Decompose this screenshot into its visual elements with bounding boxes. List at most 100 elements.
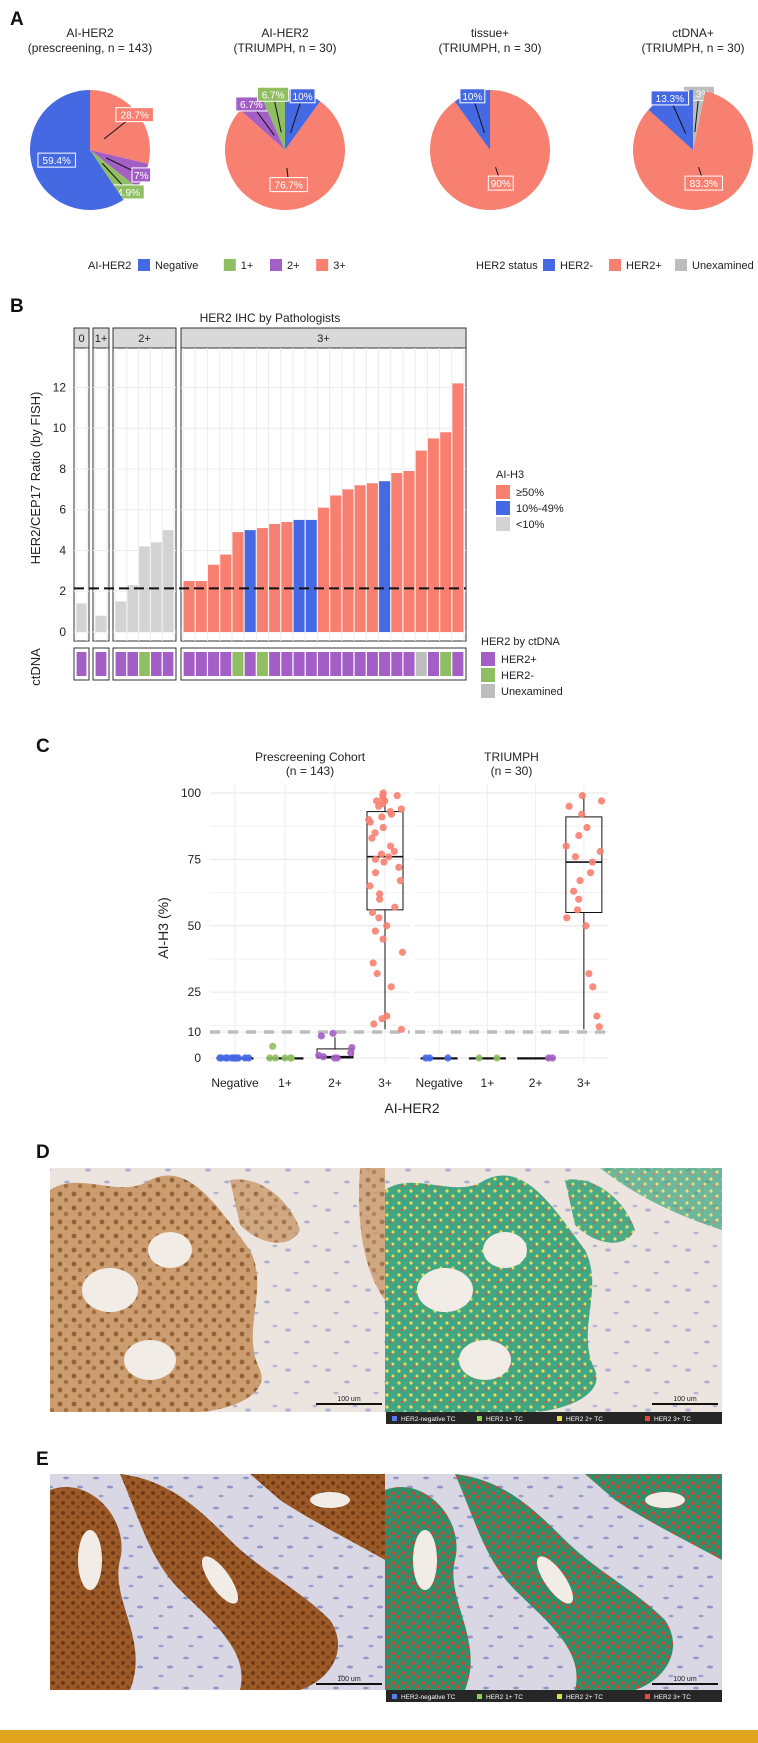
pie-subtitle: (TRIUMPH, n = 30) bbox=[233, 41, 336, 55]
pie-slice-label: 76.7% bbox=[275, 181, 303, 192]
data-point bbox=[595, 1023, 603, 1031]
scale-bar-label: 100 um bbox=[673, 1676, 697, 1683]
bar bbox=[354, 485, 366, 632]
x-tick-label: 2+ bbox=[529, 1076, 543, 1090]
data-point bbox=[395, 863, 403, 871]
y-tick-label: 100 bbox=[181, 786, 201, 800]
pie-slice-label: 59.4% bbox=[43, 156, 71, 167]
legend-swatch bbox=[392, 1416, 397, 1421]
data-point bbox=[398, 948, 407, 956]
bar bbox=[208, 564, 220, 632]
panel-b-fish-ratio-chart: HER2 IHC by Pathologists HER2/CEP17 Rati… bbox=[28, 311, 564, 698]
data-point bbox=[562, 842, 570, 850]
data-point bbox=[393, 792, 401, 800]
data-point bbox=[223, 1054, 231, 1062]
panel-a-pie-charts: AI-HER2(prescreening, n = 143)28.7%7%4.9… bbox=[28, 26, 754, 272]
ctdna-tile bbox=[76, 652, 87, 676]
facet-title: TRIUMPH bbox=[484, 750, 539, 764]
legend-title: HER2 status bbox=[476, 260, 538, 272]
pie-slice bbox=[260, 90, 285, 150]
x-tick-label: Negative bbox=[415, 1076, 463, 1090]
facet-title: Prescreening Cohort bbox=[255, 750, 366, 764]
legend-label: HER2- bbox=[501, 670, 534, 682]
legend-swatch bbox=[477, 1416, 482, 1421]
data-point bbox=[493, 1054, 501, 1062]
data-point bbox=[573, 906, 582, 914]
facet-strip-label: 0 bbox=[78, 333, 84, 345]
data-point bbox=[271, 1054, 280, 1062]
data-point bbox=[589, 983, 597, 991]
pie-slice bbox=[285, 90, 321, 150]
bar bbox=[269, 523, 281, 632]
data-point bbox=[317, 1032, 325, 1040]
data-point bbox=[348, 1044, 356, 1052]
ctdna-tile bbox=[232, 652, 244, 676]
x-tick-label: 3+ bbox=[378, 1076, 392, 1090]
pie-slice-label: 28.7% bbox=[121, 111, 149, 122]
bar bbox=[76, 603, 87, 632]
legend-label: HER2-negative TC bbox=[401, 1416, 456, 1423]
pie-slice-label: 83.3% bbox=[690, 179, 718, 190]
data-point bbox=[380, 858, 388, 866]
y-tick-label: 0 bbox=[59, 625, 66, 639]
legend-label: HER2-negative TC bbox=[401, 1694, 456, 1701]
legend-swatch bbox=[316, 259, 329, 271]
ctdna-tile bbox=[427, 652, 439, 676]
y-tick-label: 50 bbox=[188, 919, 202, 933]
data-point bbox=[373, 969, 381, 978]
data-point bbox=[588, 858, 597, 866]
pie-slice-label: 10% bbox=[462, 92, 482, 103]
legend-swatch bbox=[481, 652, 495, 666]
legend-label: HER2+ bbox=[501, 654, 537, 666]
x-axis-label: AI-HER2 bbox=[384, 1100, 439, 1116]
y-tick-label: 10 bbox=[188, 1025, 202, 1039]
ctdna-tile bbox=[317, 652, 330, 676]
x-tick-label: Negative bbox=[211, 1076, 259, 1090]
ctdna-tile bbox=[195, 652, 207, 676]
y-tick-label: 12 bbox=[53, 380, 67, 394]
bar bbox=[95, 615, 107, 632]
pie-chart: ctDNA+(TRIUMPH, n = 30) 3.3% 83.3% 13.3% bbox=[633, 26, 754, 210]
panel-label-b: B bbox=[10, 296, 24, 317]
ctdna-tile bbox=[354, 652, 366, 676]
pie-label-box bbox=[131, 167, 152, 183]
y-tick-label: 2 bbox=[59, 584, 66, 598]
legend-label: HER2 3+ TC bbox=[654, 1694, 691, 1701]
bar bbox=[403, 471, 415, 632]
pie-label-box bbox=[37, 152, 76, 168]
pie-label-box bbox=[289, 88, 316, 104]
data-point bbox=[475, 1054, 483, 1062]
pie-title: ctDNA+ bbox=[672, 26, 714, 40]
ctdna-tile bbox=[244, 652, 256, 676]
y-axis-label: AI-H3 (%) bbox=[155, 897, 171, 958]
bar bbox=[232, 532, 244, 632]
ihc-image-d-left bbox=[50, 1168, 385, 1412]
data-point bbox=[390, 847, 398, 856]
ctdna-tile bbox=[151, 652, 162, 676]
ctdna-tile bbox=[440, 652, 452, 676]
ctdna-tile bbox=[293, 652, 305, 676]
pie-subtitle: (TRIUMPH, n = 30) bbox=[438, 41, 541, 55]
panel-e-histology: 100 um 100 um HER2-negative TC HER2 1+ TC… bbox=[50, 1474, 722, 1702]
bar bbox=[162, 530, 174, 632]
data-point bbox=[241, 1054, 249, 1062]
pie-label-box bbox=[650, 90, 690, 106]
data-point bbox=[379, 792, 387, 800]
bar bbox=[391, 473, 403, 632]
ctdna-tile bbox=[183, 652, 195, 676]
data-point bbox=[376, 890, 384, 898]
data-point bbox=[593, 1012, 601, 1020]
pie-slice bbox=[454, 90, 490, 150]
legend-swatch bbox=[557, 1416, 562, 1421]
bar bbox=[183, 581, 195, 632]
data-point bbox=[330, 1054, 339, 1062]
data-point bbox=[444, 1054, 452, 1062]
ctdna-tile bbox=[269, 652, 281, 676]
data-point bbox=[366, 882, 374, 890]
ctdna-tile bbox=[115, 652, 127, 676]
data-point bbox=[281, 1054, 289, 1062]
pie-slice-label: 13.3% bbox=[656, 94, 684, 105]
bar bbox=[342, 489, 354, 632]
legend-swatch bbox=[477, 1694, 482, 1699]
data-point bbox=[369, 959, 377, 967]
